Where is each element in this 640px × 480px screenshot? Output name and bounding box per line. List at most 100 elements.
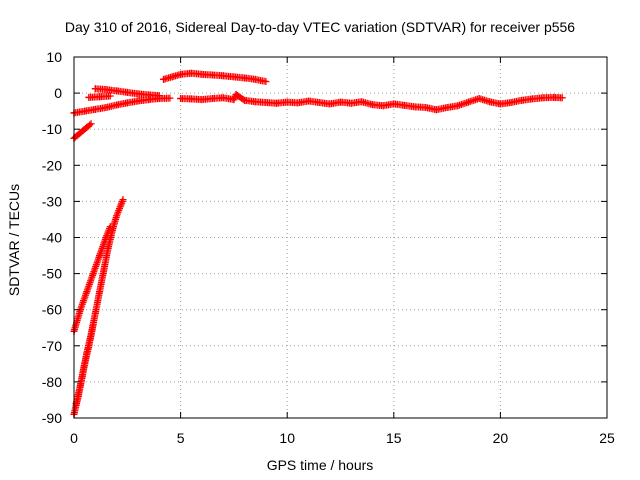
data-point: [315, 98, 323, 106]
data-point: [100, 266, 108, 274]
data-point: [239, 95, 247, 103]
data-point: [454, 102, 462, 110]
data-point: [102, 234, 110, 241]
data-point: [273, 99, 281, 107]
data-point: [390, 100, 398, 108]
data-point: [177, 95, 185, 103]
x-tick-label: 20: [493, 430, 509, 446]
data-point: [209, 71, 217, 79]
data-point: [232, 91, 240, 99]
x-tick-label: 0: [70, 430, 78, 446]
data-point: [422, 104, 430, 112]
y-tick-label: 10: [46, 49, 62, 65]
data-point: [400, 101, 408, 109]
data-point: [251, 75, 259, 83]
data-point: [368, 101, 376, 109]
data-point: [262, 98, 270, 106]
data-point: [475, 95, 483, 103]
data-point: [539, 94, 547, 102]
data-point: [187, 69, 195, 77]
data-point: [96, 252, 104, 260]
y-tick-label: -40: [42, 230, 62, 246]
data-point: [358, 98, 366, 106]
data-point: [89, 320, 97, 328]
data-point: [187, 95, 195, 103]
x-tick-label: 25: [599, 430, 615, 446]
x-tick-label: 5: [177, 430, 185, 446]
data-point: [106, 223, 114, 231]
data-point: [230, 73, 238, 81]
data-point: [166, 94, 174, 102]
data-point: [87, 331, 95, 339]
data-point: [230, 96, 238, 104]
data-point: [145, 91, 153, 99]
data-point: [528, 95, 536, 103]
data-point: [518, 96, 526, 104]
data-point: [102, 85, 110, 93]
data-point: [486, 98, 494, 106]
data-point: [379, 102, 387, 110]
data-point: [113, 101, 121, 109]
data-point: [241, 74, 249, 82]
y-tick-label: -10: [42, 121, 62, 137]
data-point: [305, 97, 313, 105]
data-point: [160, 75, 168, 83]
grid-lines: [74, 57, 607, 418]
y-tick-label: -50: [42, 266, 62, 282]
data-point: [79, 371, 87, 379]
data-point: [89, 270, 97, 278]
data-point: [443, 104, 451, 112]
data-point: [464, 98, 472, 106]
data-point: [558, 94, 566, 102]
data-point: [219, 72, 227, 80]
data-point: [74, 392, 82, 400]
data-point: [496, 100, 504, 108]
x-tick-label: 15: [386, 430, 402, 446]
data-point: [198, 96, 206, 104]
data-point: [83, 288, 91, 296]
data-point: [198, 70, 206, 78]
data-point: [85, 93, 93, 101]
plot-frame: [73, 56, 608, 419]
data-point: [108, 226, 116, 234]
data-point: [262, 78, 270, 86]
tick-marks: [73, 56, 608, 419]
data-point: [134, 90, 142, 98]
y-tick-label: -90: [42, 410, 62, 426]
data-point: [83, 349, 91, 357]
x-axis-label: GPS time / hours: [266, 457, 374, 473]
data-point: [123, 99, 131, 107]
data-point: [209, 95, 217, 103]
data-point: [104, 244, 112, 252]
data-point: [219, 94, 227, 102]
data-point: [155, 92, 163, 100]
tick-labels: 0 5 10 15 20 25 10 0 -10 -20 -30 -40 -50 -60 -70 -80 -90: [42, 49, 615, 446]
data-point: [76, 129, 84, 137]
data-point: [283, 98, 291, 106]
data-point: [81, 107, 89, 115]
data-point: [117, 201, 125, 209]
data-point: [96, 93, 104, 101]
x-tick-label: 10: [279, 430, 295, 446]
data-point: [113, 212, 121, 220]
data-point: [113, 87, 121, 95]
data-point: [168, 73, 176, 81]
y-tick-label: -30: [42, 193, 62, 209]
data-point: [87, 120, 95, 128]
data-point: [119, 196, 127, 204]
data-point: [134, 97, 142, 105]
data-point: [550, 93, 558, 101]
data-point: [91, 85, 99, 93]
data-point: [91, 309, 99, 317]
y-tick-label: -20: [42, 157, 62, 173]
y-tick-label: -60: [42, 302, 62, 318]
data-point: [411, 103, 419, 111]
data-point: [326, 100, 334, 108]
data-point: [76, 382, 84, 390]
data-point: [96, 288, 104, 296]
y-tick-label: 0: [54, 85, 62, 101]
data-point: [102, 104, 110, 112]
data-point: [91, 105, 99, 113]
data-point: [106, 92, 114, 100]
